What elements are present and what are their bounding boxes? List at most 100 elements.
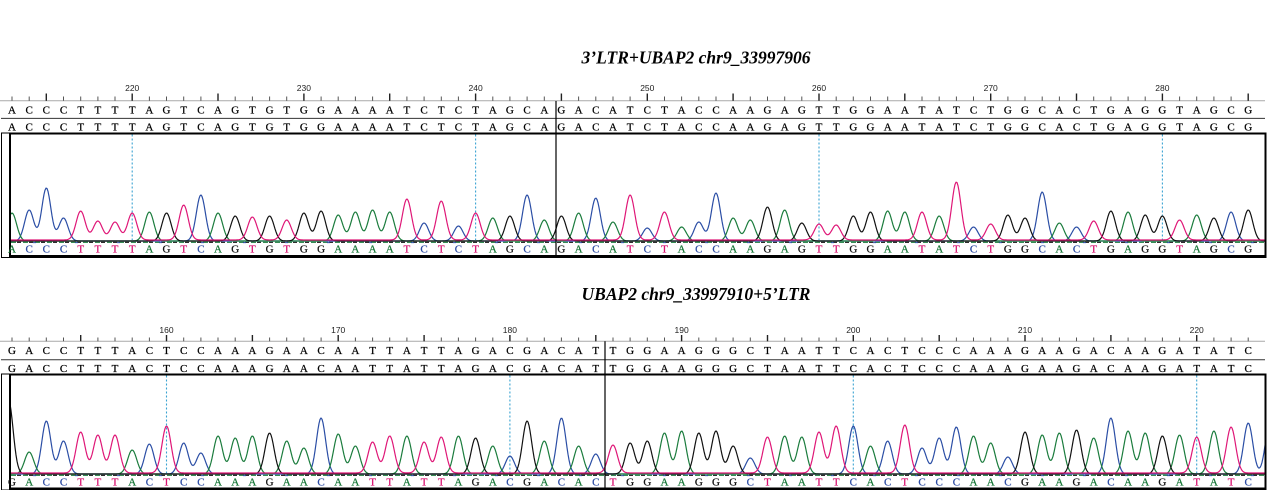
svg-text:C: C: [936, 477, 943, 489]
svg-text:A: A: [678, 345, 686, 357]
svg-text:T: T: [610, 363, 617, 375]
svg-text:280: 280: [1155, 83, 1169, 93]
svg-text:C: C: [644, 244, 651, 256]
svg-text:C: C: [953, 345, 960, 357]
svg-text:A: A: [351, 121, 359, 133]
svg-text:C: C: [26, 121, 33, 133]
svg-text:A: A: [214, 244, 222, 256]
svg-text:A: A: [575, 363, 583, 375]
svg-text:C: C: [558, 477, 565, 489]
svg-text:T: T: [283, 244, 290, 256]
svg-text:C: C: [146, 345, 153, 357]
svg-text:G: G: [1210, 104, 1218, 116]
svg-text:C: C: [1107, 345, 1114, 357]
svg-text:C: C: [558, 345, 565, 357]
svg-text:T: T: [953, 104, 960, 116]
svg-text:C: C: [1004, 477, 1011, 489]
svg-text:A: A: [970, 363, 978, 375]
svg-text:T: T: [421, 363, 428, 375]
svg-text:C: C: [592, 121, 599, 133]
svg-text:A: A: [454, 477, 462, 489]
svg-text:C: C: [953, 363, 960, 375]
svg-text:A: A: [231, 477, 239, 489]
svg-text:A: A: [798, 477, 806, 489]
svg-text:G: G: [1244, 244, 1252, 256]
svg-text:T: T: [661, 244, 668, 256]
svg-text:T: T: [438, 477, 445, 489]
svg-text:A: A: [8, 244, 16, 256]
svg-text:G: G: [712, 477, 720, 489]
svg-text:C: C: [523, 244, 530, 256]
svg-text:A: A: [1124, 244, 1132, 256]
svg-text:T: T: [95, 363, 102, 375]
svg-text:C: C: [43, 345, 50, 357]
svg-text:A: A: [1176, 477, 1184, 489]
svg-text:A: A: [1210, 363, 1218, 375]
svg-text:C: C: [197, 477, 204, 489]
svg-text:T: T: [77, 363, 84, 375]
svg-text:T: T: [283, 121, 290, 133]
svg-text:G: G: [1021, 345, 1029, 357]
svg-text:T: T: [953, 244, 960, 256]
svg-text:C: C: [1039, 121, 1046, 133]
svg-text:T: T: [472, 244, 479, 256]
svg-text:G: G: [1021, 363, 1029, 375]
svg-text:T: T: [112, 121, 119, 133]
svg-text:A: A: [145, 244, 153, 256]
svg-text:C: C: [747, 477, 754, 489]
svg-text:A: A: [454, 363, 462, 375]
svg-text:T: T: [180, 121, 187, 133]
svg-text:C: C: [1039, 244, 1046, 256]
svg-text:G: G: [626, 363, 634, 375]
svg-text:260: 260: [812, 83, 826, 93]
svg-text:T: T: [249, 244, 256, 256]
svg-text:A: A: [1141, 477, 1149, 489]
svg-text:A: A: [214, 345, 222, 357]
svg-text:T: T: [661, 104, 668, 116]
svg-text:A: A: [351, 345, 359, 357]
svg-text:C: C: [197, 104, 204, 116]
svg-text:G: G: [798, 244, 806, 256]
svg-text:A: A: [128, 363, 136, 375]
svg-text:A: A: [283, 363, 291, 375]
svg-text:T: T: [112, 244, 119, 256]
svg-text:G: G: [1021, 244, 1029, 256]
svg-text:G: G: [231, 244, 239, 256]
svg-text:C: C: [317, 477, 324, 489]
svg-text:T: T: [438, 104, 445, 116]
svg-text:G: G: [266, 121, 274, 133]
svg-text:T: T: [816, 345, 823, 357]
svg-text:C: C: [592, 104, 599, 116]
svg-text:230: 230: [297, 83, 311, 93]
svg-text:C: C: [1227, 244, 1234, 256]
svg-text:A: A: [781, 477, 789, 489]
svg-text:C: C: [970, 121, 977, 133]
svg-text:A: A: [8, 121, 16, 133]
svg-text:T: T: [77, 244, 84, 256]
svg-text:220: 220: [1190, 325, 1204, 335]
svg-text:G: G: [300, 104, 308, 116]
svg-text:G: G: [1107, 104, 1115, 116]
svg-text:A: A: [935, 104, 943, 116]
svg-text:A: A: [1193, 244, 1201, 256]
svg-text:C: C: [592, 244, 599, 256]
svg-text:T: T: [987, 244, 994, 256]
svg-text:T: T: [833, 121, 840, 133]
svg-text:C: C: [884, 477, 891, 489]
svg-text:C: C: [747, 345, 754, 357]
svg-text:T: T: [901, 363, 908, 375]
svg-text:A: A: [661, 345, 669, 357]
svg-text:A: A: [1004, 363, 1012, 375]
svg-text:A: A: [248, 345, 256, 357]
svg-text:A: A: [214, 477, 222, 489]
svg-text:T: T: [764, 363, 771, 375]
svg-text:T: T: [919, 121, 926, 133]
svg-text:A: A: [454, 345, 462, 357]
svg-text:A: A: [386, 244, 394, 256]
svg-text:A: A: [369, 121, 377, 133]
svg-text:A: A: [661, 477, 669, 489]
svg-text:A: A: [1055, 363, 1063, 375]
svg-text:G: G: [643, 345, 651, 357]
svg-text:C: C: [197, 363, 204, 375]
svg-text:G: G: [1107, 121, 1115, 133]
